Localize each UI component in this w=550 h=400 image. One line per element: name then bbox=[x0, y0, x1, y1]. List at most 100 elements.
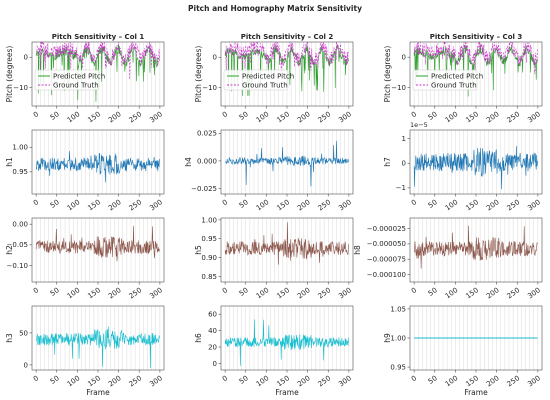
x-tick-label: 0 bbox=[221, 110, 229, 119]
x-tick-label: 200 bbox=[107, 374, 123, 388]
y-tick-label: −10 bbox=[391, 84, 406, 92]
y-axis-label: h1 bbox=[5, 157, 14, 167]
x-tick-label: 200 bbox=[485, 374, 501, 388]
x-tick-label: 250 bbox=[506, 198, 522, 212]
series-line-ground-truth bbox=[35, 42, 160, 80]
x-tick-label: 100 bbox=[255, 374, 271, 388]
x-tick-label: 300 bbox=[526, 374, 542, 388]
y-tick-label: −10 bbox=[13, 84, 28, 92]
x-tick-label: 200 bbox=[296, 374, 312, 388]
x-tick-label: 300 bbox=[337, 110, 353, 124]
x-tick-label: 0 bbox=[32, 198, 40, 207]
series-line-ground-truth bbox=[224, 42, 349, 73]
subplot-h3: 0 50 100 150 200 250 300 0 50 h3 Frame bbox=[5, 305, 165, 397]
y-axis-label: h9 bbox=[383, 333, 392, 343]
x-tick-label: 0 bbox=[410, 374, 418, 383]
x-tick-label: 0 bbox=[32, 374, 40, 383]
x-tick-label: 150 bbox=[464, 198, 480, 212]
x-tick-label: 250 bbox=[128, 110, 144, 124]
y-tick-label: 1.00 bbox=[12, 144, 28, 152]
y-tick-label: 20 bbox=[208, 343, 217, 351]
series-line-h5 bbox=[224, 222, 349, 265]
x-tick-label: 0 bbox=[32, 286, 40, 295]
x-tick-label: 100 bbox=[66, 286, 82, 300]
subplot-title: Pitch Sensitivity – Col 2 bbox=[241, 33, 334, 41]
x-tick-label: 0 bbox=[410, 110, 418, 119]
y-tick-label: 0 bbox=[213, 360, 217, 368]
y-tick-label: −0.025 bbox=[191, 185, 217, 193]
y-tick-label: 0 bbox=[24, 361, 28, 369]
x-tick-label: 300 bbox=[148, 110, 164, 124]
x-tick-label: 50 bbox=[427, 286, 439, 298]
x-tick-label: 250 bbox=[317, 198, 333, 212]
x-tick-label: 300 bbox=[337, 374, 353, 388]
x-tick-label: 50 bbox=[49, 286, 61, 298]
y-offset-text: 1e−5 bbox=[410, 121, 428, 129]
x-tick-label: 150 bbox=[464, 286, 480, 300]
x-tick-label: 50 bbox=[49, 198, 61, 210]
x-tick-label: 250 bbox=[128, 198, 144, 212]
x-tick-label: 200 bbox=[485, 110, 501, 124]
figure-suptitle: Pitch and Homography Matrix Sensitivity bbox=[188, 4, 362, 13]
x-tick-label: 150 bbox=[86, 110, 102, 124]
subplot-h2: 0 50 100 150 200 250 300 −0.10 −0.05 0.00 h2 bbox=[5, 217, 165, 300]
legend-label: Predicted Pitch bbox=[431, 72, 483, 80]
legend-box bbox=[412, 69, 478, 91]
x-tick-label: 100 bbox=[66, 374, 82, 388]
y-tick-label: 0 bbox=[213, 54, 217, 62]
legend-label: Ground Truth bbox=[431, 81, 477, 89]
legend-label: Predicted Pitch bbox=[53, 72, 105, 80]
y-axis-label: Pitch (degrees) bbox=[383, 46, 392, 103]
y-tick-label: 0.95 bbox=[201, 235, 217, 243]
y-axis-label: Pitch (degrees) bbox=[5, 46, 14, 103]
y-tick-label: −0.000050 bbox=[367, 240, 406, 248]
x-tick-label: 50 bbox=[427, 110, 439, 122]
y-axis-label: Pitch (degrees) bbox=[194, 46, 203, 103]
x-tick-label: 300 bbox=[148, 198, 164, 212]
y-axis-label: h6 bbox=[194, 333, 203, 343]
y-tick-label: 0.000 bbox=[197, 157, 217, 165]
y-tick-label: 0 bbox=[24, 54, 28, 62]
y-tick-label: 0.95 bbox=[12, 168, 28, 176]
y-tick-label: 1.00 bbox=[201, 216, 217, 224]
x-tick-label: 250 bbox=[506, 374, 522, 388]
y-tick-label: 0.025 bbox=[197, 130, 217, 138]
legend-box bbox=[34, 69, 100, 91]
y-tick-label: 0 bbox=[402, 54, 406, 62]
x-tick-label: 50 bbox=[427, 198, 439, 210]
x-tick-label: 250 bbox=[128, 374, 144, 388]
x-tick-label: 200 bbox=[296, 286, 312, 300]
subplot-title: Pitch Sensitivity – Col 1 bbox=[52, 33, 145, 41]
x-tick-label: 0 bbox=[410, 286, 418, 295]
x-tick-label: 300 bbox=[337, 286, 353, 300]
x-tick-label: 150 bbox=[275, 110, 291, 124]
x-tick-label: 0 bbox=[221, 374, 229, 383]
x-tick-label: 300 bbox=[526, 286, 542, 300]
x-tick-label: 50 bbox=[238, 110, 250, 122]
y-axis-label: h5 bbox=[194, 245, 203, 255]
x-tick-label: 200 bbox=[296, 198, 312, 212]
legend-label: Ground Truth bbox=[53, 81, 99, 89]
x-tick-label: 100 bbox=[444, 374, 460, 388]
subplot-h5: 0 50 100 150 200 250 300 0.85 0.90 0.95 1.00 h5 bbox=[194, 216, 354, 300]
series-line-h1 bbox=[35, 150, 160, 183]
series-line-h7 bbox=[413, 146, 538, 190]
x-axis-label: Frame bbox=[464, 388, 488, 397]
series-line-h4 bbox=[224, 140, 349, 187]
x-tick-label: 250 bbox=[317, 374, 333, 388]
y-tick-label: −0.000100 bbox=[367, 271, 406, 279]
x-tick-label: 200 bbox=[107, 198, 123, 212]
x-tick-label: 250 bbox=[317, 286, 333, 300]
x-tick-label: 150 bbox=[464, 110, 480, 124]
x-tick-label: 150 bbox=[86, 286, 102, 300]
x-tick-label: 0 bbox=[221, 198, 229, 207]
series-line-h6 bbox=[224, 319, 349, 366]
y-tick-label: 60 bbox=[208, 311, 217, 319]
y-tick-label: 1.00 bbox=[390, 334, 406, 342]
x-tick-label: 250 bbox=[317, 110, 333, 124]
